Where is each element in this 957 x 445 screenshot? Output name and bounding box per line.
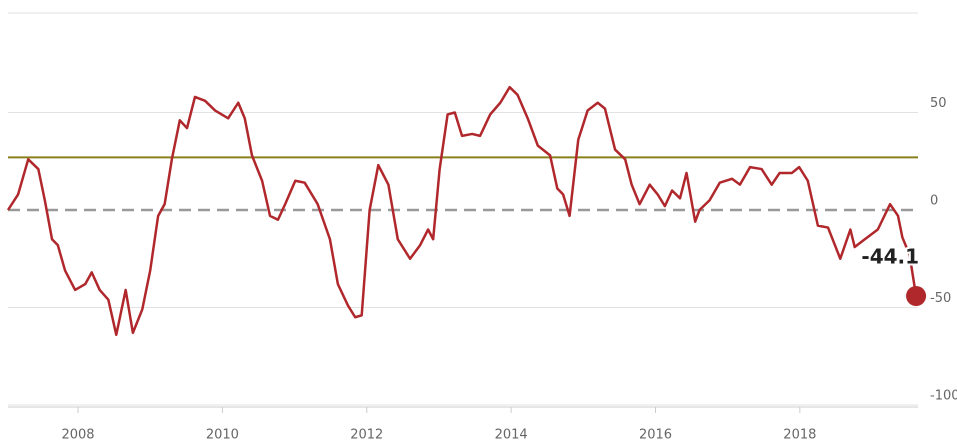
series-line [6,85,918,337]
x-tick-label: 2008 [61,428,94,443]
x-tick-label: 2014 [495,428,528,443]
y-tick-label: 0 [930,194,938,209]
y-tick-label: 50 [930,96,947,111]
x-tick-label: 2018 [783,428,816,443]
x-tick-label: 2012 [350,428,383,443]
x-tick-label: 2016 [639,428,672,443]
end-label: -44.1 [861,244,919,268]
y-tick-label: -50 [930,291,951,306]
x-tick-label: 2010 [206,428,239,443]
y-tick-label: -100 [930,389,957,404]
end-point [906,285,927,306]
